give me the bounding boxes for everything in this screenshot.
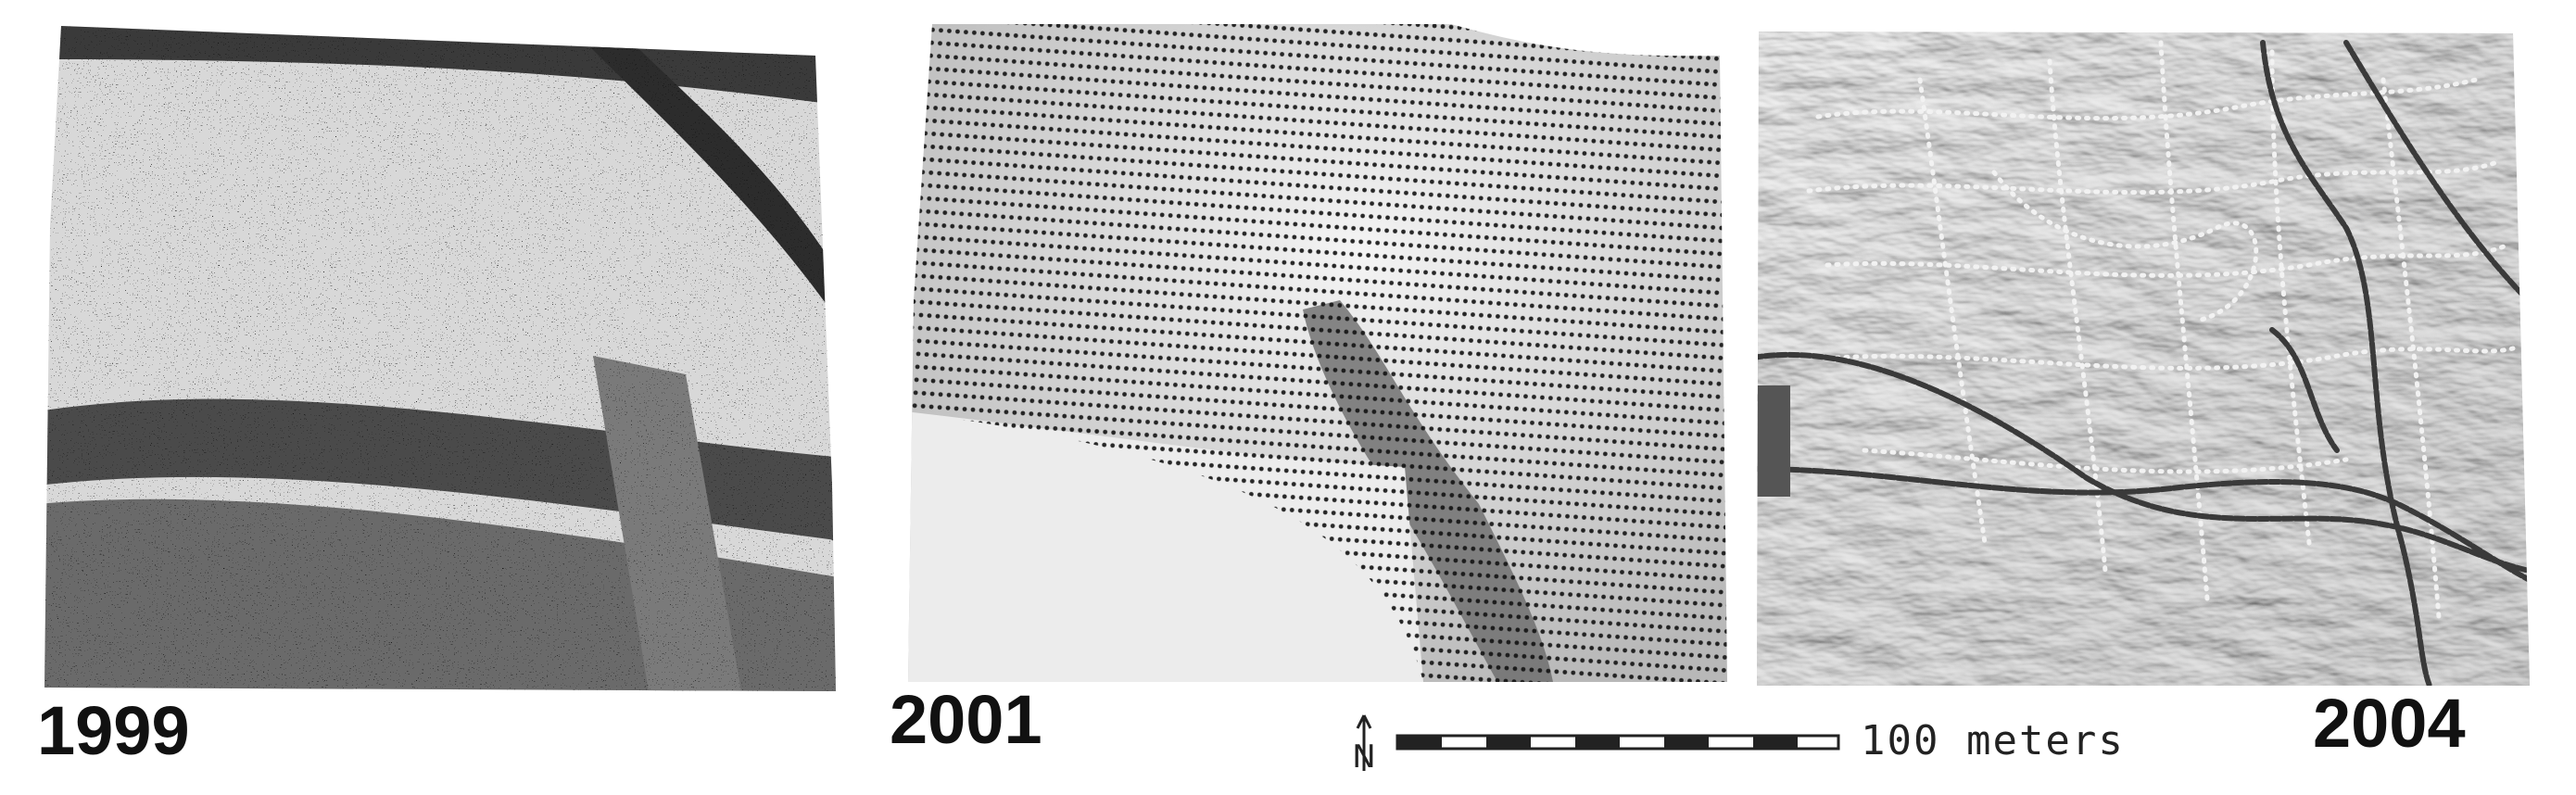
north-arrow-icon: N xyxy=(1352,714,1376,776)
scale-bar-segments xyxy=(1395,734,1840,751)
year-label-1999: 1999 xyxy=(37,692,190,769)
north-symbol: N xyxy=(1352,738,1375,776)
panel-2001-point-cloud xyxy=(908,24,1727,682)
year-label-2001: 2001 xyxy=(890,681,1042,758)
year-label-2004: 2004 xyxy=(2313,685,2466,762)
panel-1999-point-cloud xyxy=(44,26,836,691)
scale-bar-label: 100 meters xyxy=(1861,717,2125,764)
scale-bar: N xyxy=(1352,714,1840,776)
panel-2004-shaded-relief xyxy=(1757,32,2530,686)
